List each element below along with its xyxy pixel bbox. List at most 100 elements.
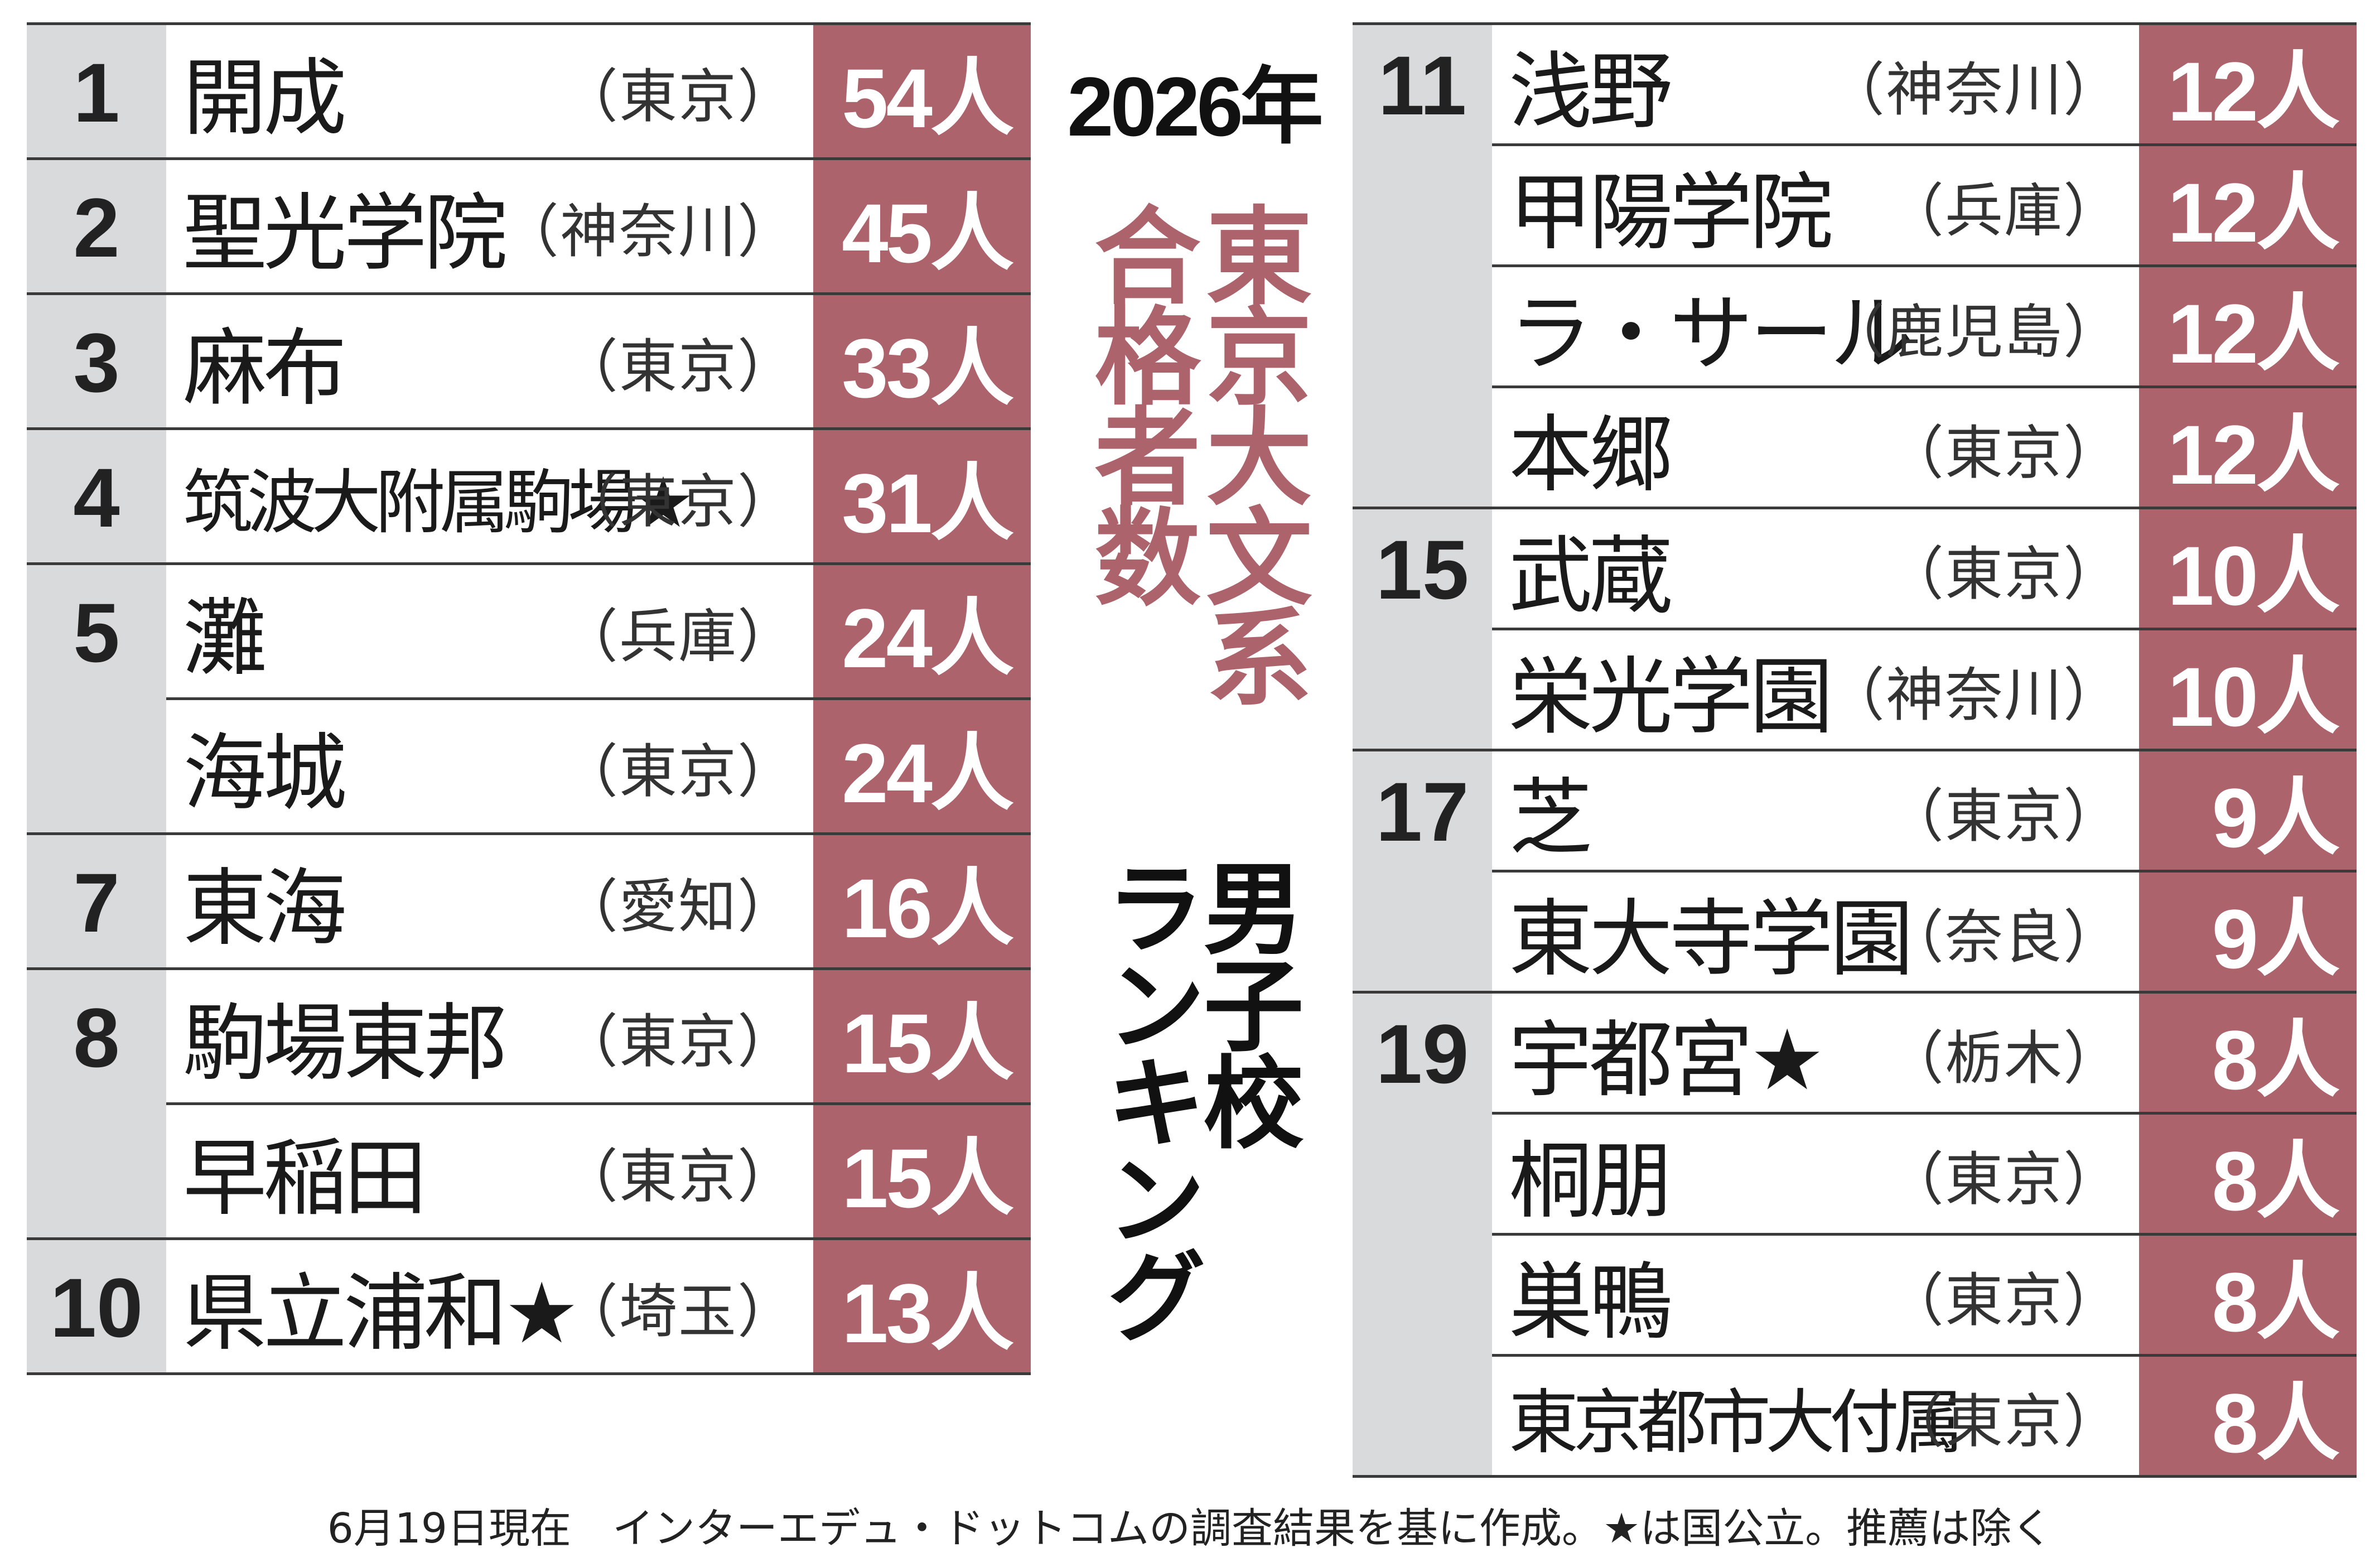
rank-label: 15 (1353, 509, 1492, 630)
subtitle-ranking: ランキング (1088, 856, 1205, 1342)
rank-label: 7 (27, 835, 166, 970)
table-row: 巣鴨 （東京） 8人 (1353, 1233, 2357, 1354)
prefecture-label: （東京） (559, 332, 796, 401)
table-rule (1492, 1112, 2357, 1115)
table-row: 8 駒場東邦 （東京） 15人 (27, 970, 1031, 1105)
table-row: 東大寺学園 （奈良） 9人 (1353, 870, 2357, 991)
table-row: 早稲田 （東京） 15人 (27, 1102, 1031, 1237)
count-value: 8人 (2139, 994, 2357, 1112)
prefecture-label: （兵庫） (559, 602, 796, 671)
count-value: 31人 (813, 430, 1031, 562)
count-value: 12人 (2139, 388, 2357, 507)
count-value: 24人 (813, 565, 1031, 697)
rank-label (1353, 264, 1492, 385)
table-rule (1492, 628, 2357, 630)
table-rule (1492, 870, 2357, 873)
prefecture-label: （東京） (1885, 1145, 2122, 1213)
count-value: 15人 (813, 1105, 1031, 1237)
rank-label: 5 (27, 565, 166, 700)
count-value: 8人 (2139, 1115, 2357, 1233)
rank-label: 17 (1353, 751, 1492, 873)
rank-label (27, 697, 166, 832)
table-rule (1353, 507, 2357, 509)
table-row: 甲陽学院 （兵庫） 12人 (1353, 143, 2357, 264)
prefecture-label: （東京） (1885, 1266, 2122, 1334)
rank-label (1353, 1233, 1492, 1354)
school-name: 巣鴨 (1509, 1254, 1673, 1351)
table-row: 栄光学園 （神奈川） 10人 (1353, 628, 2357, 749)
count-value: 12人 (2139, 25, 2357, 143)
count-value: 10人 (2139, 509, 2357, 628)
rank-label (1353, 870, 1492, 991)
school-name: 麻布 (183, 320, 347, 417)
table-row: 11 浅野 （神奈川） 12人 (1353, 25, 2357, 146)
table-rule (27, 562, 1031, 565)
prefecture-label: （東京） (559, 1008, 796, 1076)
table-rule (1353, 991, 2357, 994)
prefecture-label: （東京） (559, 737, 796, 806)
count-value: 9人 (2139, 873, 2357, 991)
table-rule (1492, 264, 2357, 267)
rank-label: 4 (27, 430, 166, 565)
table-row: ラ・サール （鹿児島） 12人 (1353, 264, 2357, 385)
school-name: ラ・サール (1509, 285, 1914, 383)
school-name: 灘 (183, 590, 267, 687)
rank-label: 19 (1353, 994, 1492, 1115)
table-rule (27, 427, 1031, 430)
prefecture-label: （兵庫） (1885, 176, 2122, 245)
ranking-table-right: 11 浅野 （神奈川） 12人 甲陽学院 （兵庫） 12人 ラ・サール （鹿児島） 12人 本郷 （東… (1353, 22, 2357, 1478)
table-rule (1492, 143, 2357, 146)
prefecture-label: （東京） (559, 1143, 796, 1211)
prefecture-label: （栃木） (1885, 1024, 2122, 1092)
prefecture-label: （神奈川） (500, 197, 796, 266)
school-name: 本郷 (1509, 406, 1673, 504)
count-value: 15人 (813, 970, 1031, 1102)
rank-label: 3 (27, 295, 166, 430)
school-name: 東大寺学園 (1509, 890, 1914, 988)
rank-label (1353, 1354, 1492, 1475)
count-value: 13人 (813, 1240, 1031, 1372)
prefecture-label: （神奈川） (1826, 55, 2122, 124)
count-value: 16人 (813, 835, 1031, 967)
prefecture-label: （東京） (1885, 539, 2122, 608)
table-rule (27, 292, 1031, 295)
count-value: 9人 (2139, 751, 2357, 870)
count-value: 54人 (813, 25, 1031, 157)
table-rule (27, 1237, 1031, 1240)
school-name: 浅野 (1509, 43, 1673, 141)
title-sub: 合格者数 (1076, 201, 1200, 602)
count-value: 12人 (2139, 146, 2357, 264)
table-rule (27, 157, 1031, 160)
table-rule (166, 697, 1031, 700)
prefecture-label: （東京） (1885, 418, 2122, 487)
rank-label (1353, 1112, 1492, 1233)
school-name: 東京都市大付属 (1509, 1382, 1963, 1463)
rank-label: 10 (27, 1240, 166, 1375)
ranking-table-left: 1 開成 （東京） 54人 2 聖光学院 （神奈川） 45人 3 麻布 （東京） 33人 4 筑波大附属駒… (27, 22, 1031, 1375)
school-name: 桐朋 (1509, 1132, 1673, 1230)
school-name: 東海 (183, 860, 347, 957)
table-row: 海城 （東京） 24人 (27, 697, 1031, 832)
table-row: 7 東海 （愛知） 16人 (27, 835, 1031, 970)
count-value: 10人 (2139, 630, 2357, 749)
school-name: 武蔵 (1509, 527, 1673, 625)
prefecture-label: （愛知） (559, 873, 796, 941)
title-year: 2026年 (1067, 60, 1324, 153)
table-rule (1492, 385, 2357, 388)
rank-label: 11 (1353, 25, 1492, 146)
count-value: 24人 (813, 700, 1031, 832)
school-name: 栄光学園 (1509, 648, 1833, 746)
table-rule (27, 22, 1031, 25)
school-name: 宇都宮★ (1509, 1011, 1824, 1109)
table-rule (1353, 1475, 2357, 1478)
table-row: 東京都市大付属 （東京） 8人 (1353, 1354, 2357, 1475)
table-rule (1492, 1233, 2357, 1236)
subtitle-boys-school: 男子校 (1186, 856, 1302, 1148)
count-value: 33人 (813, 295, 1031, 427)
table-row: 5 灘 （兵庫） 24人 (27, 565, 1031, 700)
prefecture-label: （東京） (559, 467, 796, 536)
rank-label (1353, 628, 1492, 749)
rank-label (1353, 385, 1492, 507)
school-name: 聖光学院 (183, 185, 508, 282)
table-row: 3 麻布 （東京） 33人 (27, 295, 1031, 430)
